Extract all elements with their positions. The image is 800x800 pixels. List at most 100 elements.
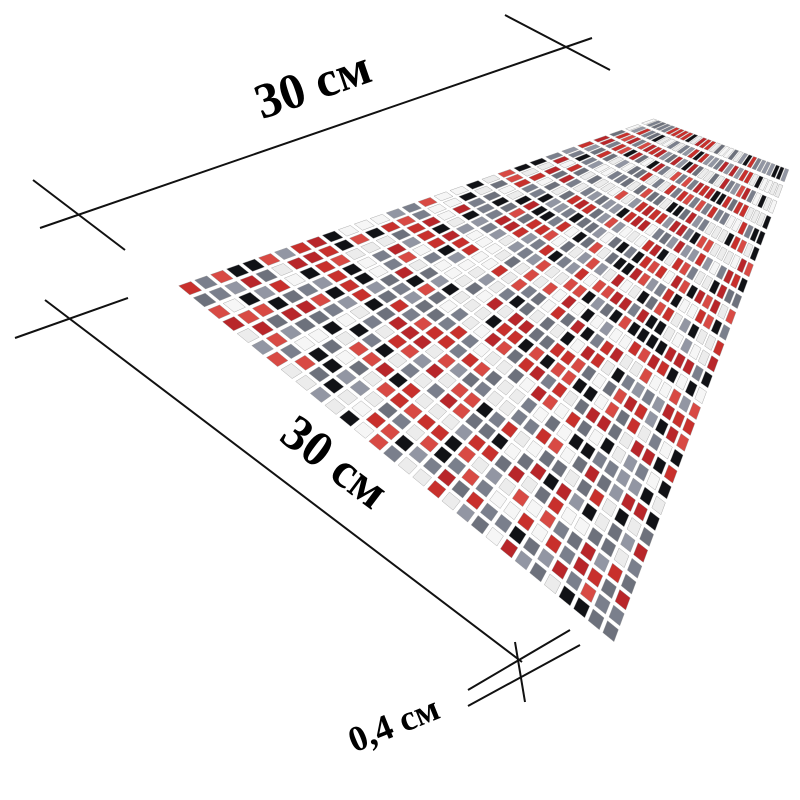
mosaic-piece — [619, 353, 634, 370]
mosaic-piece — [520, 183, 539, 193]
mosaic-piece — [552, 202, 570, 214]
mosaic-piece — [551, 288, 568, 303]
mosaic-piece — [673, 352, 686, 369]
mosaic-piece — [644, 410, 659, 429]
mosaic-piece — [454, 423, 474, 441]
mosaic-piece — [238, 292, 261, 306]
mosaic-piece — [702, 239, 715, 253]
mosaic-piece — [634, 201, 649, 213]
mosaic-piece — [576, 419, 593, 438]
mosaic-piece — [753, 175, 764, 189]
mosaic-piece — [484, 332, 502, 348]
mosaic-piece — [691, 364, 704, 382]
mosaic-piece — [680, 161, 694, 172]
mosaic-piece — [507, 465, 526, 484]
mosaic-piece — [348, 323, 370, 338]
mosaic-piece — [588, 241, 604, 254]
mosaic-piece — [493, 215, 513, 226]
mosaic-piece — [321, 339, 343, 354]
mosaic-piece — [549, 342, 566, 358]
mosaic-piece — [610, 367, 626, 384]
mosaic-piece — [599, 437, 615, 455]
mosaic-piece — [679, 132, 694, 141]
mosaic-piece — [638, 255, 653, 269]
mosaic-piece — [723, 250, 735, 266]
mosaic-piece — [470, 515, 490, 535]
mosaic-piece — [426, 237, 447, 249]
mosaic-piece — [694, 386, 707, 405]
mosaic-piece — [612, 257, 628, 271]
mosaic-piece — [551, 381, 568, 399]
mosaic-piece — [579, 326, 596, 342]
mosaic-piece — [462, 298, 482, 313]
mosaic-piece — [626, 302, 642, 318]
mosaic-piece — [408, 259, 429, 272]
mosaic-piece — [713, 144, 726, 155]
mosaic-piece — [579, 308, 596, 323]
mosaic-piece — [620, 193, 636, 205]
mosaic-piece — [460, 352, 480, 368]
mosaic-piece — [662, 270, 676, 285]
mosaic-piece — [375, 381, 397, 398]
mosaic-piece — [608, 309, 624, 324]
mosaic-piece — [383, 444, 404, 463]
mosaic-piece — [419, 435, 439, 453]
mosaic-piece — [740, 187, 752, 201]
mosaic-piece — [405, 424, 426, 442]
mosaic-piece — [627, 558, 643, 579]
mosaic-piece — [652, 456, 667, 475]
mosaic-piece — [341, 263, 363, 276]
mosaic-piece — [386, 243, 407, 256]
mosaic-piece — [593, 552, 610, 573]
mosaic-piece — [663, 346, 677, 363]
mosaic-piece — [309, 293, 332, 307]
mosaic-piece — [430, 274, 450, 288]
mosaic-piece — [345, 247, 367, 260]
mosaic-piece — [528, 172, 547, 182]
mosaic-piece — [412, 353, 432, 369]
mosaic-piece — [559, 331, 576, 346]
mosaic-piece — [371, 249, 393, 262]
mosaic-piece — [274, 247, 297, 260]
mosaic-piece — [600, 182, 616, 193]
mosaic-piece — [539, 316, 556, 332]
mosaic-piece — [722, 147, 735, 159]
mosaic-piece — [613, 190, 629, 201]
mosaic-piece — [639, 367, 653, 385]
mosaic-piece — [614, 159, 631, 169]
mosaic-piece — [678, 208, 692, 221]
mosaic-piece — [645, 277, 659, 292]
mosaic-piece — [475, 479, 494, 498]
mosaic-piece — [703, 187, 716, 200]
mosaic-piece — [731, 218, 742, 233]
mosaic-piece — [646, 260, 661, 275]
mosaic-piece — [446, 216, 466, 228]
mosaic-piece — [528, 309, 546, 324]
mosaic-piece — [369, 213, 391, 225]
mosaic-piece — [626, 517, 642, 537]
mosaic-piece — [709, 242, 721, 258]
mosaic-piece — [265, 332, 288, 348]
mosaic-piece — [426, 308, 446, 323]
mosaic-piece — [525, 498, 543, 518]
mosaic-piece — [558, 159, 577, 169]
mosaic-piece — [576, 251, 593, 265]
mosaic-piece — [693, 270, 706, 286]
mosaic-piece — [321, 320, 343, 336]
mosaic-piece — [568, 212, 585, 224]
mosaic-piece — [678, 261, 692, 276]
mosaic-piece — [655, 136, 672, 145]
mosaic-piece — [665, 366, 679, 384]
mosaic-piece — [484, 242, 503, 255]
mosaic-piece — [400, 343, 420, 359]
mosaic-piece — [639, 157, 655, 167]
mosaic-piece — [609, 129, 627, 137]
mosaic-piece — [780, 168, 790, 183]
mosaic-piece — [458, 191, 478, 202]
mosaic-piece — [461, 315, 480, 331]
mosaic-piece — [457, 258, 476, 272]
mosaic-piece — [707, 172, 720, 185]
mosaic-piece — [647, 146, 663, 156]
mosaic-piece — [719, 324, 731, 341]
mosaic-piece — [494, 249, 512, 262]
